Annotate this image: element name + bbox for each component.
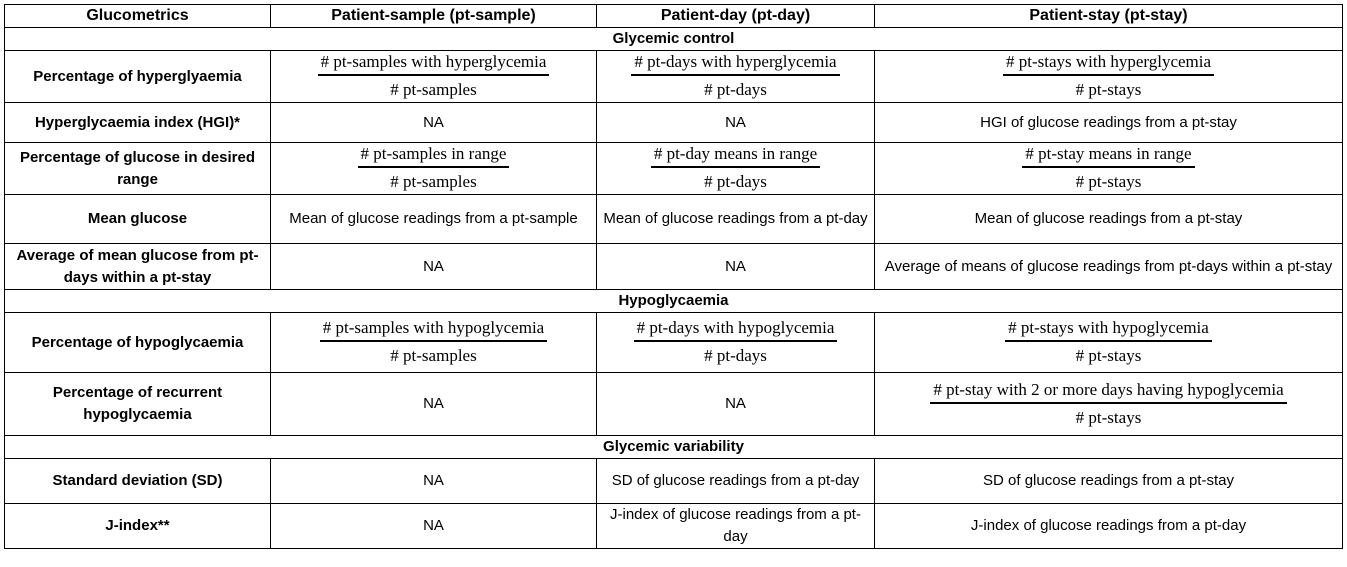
metric-label: Average of mean glucose from pt-days wit…	[4, 243, 271, 290]
cell-sample: NA	[270, 372, 597, 436]
denominator: # pt-samples	[390, 80, 477, 99]
cell-day: SD of glucose readings from a pt-day	[596, 458, 875, 504]
cell-stay: # pt-stay with 2 or more days having hyp…	[874, 372, 1343, 436]
metric-label: Percentage of hypoglycaemia	[4, 312, 271, 373]
cell-stay: # pt-stays with hypoglycemia # pt-stays	[874, 312, 1343, 373]
fraction: # pt-stay with 2 or more days having hyp…	[930, 379, 1287, 429]
header-patient-sample: Patient-sample (pt-sample)	[270, 4, 597, 28]
denominator: # pt-days	[704, 346, 767, 365]
cell-stay: SD of glucose readings from a pt-stay	[874, 458, 1343, 504]
header-glucometrics: Glucometrics	[4, 4, 271, 28]
numerator: # pt-samples with hypoglycemia	[319, 317, 548, 342]
fraction: # pt-samples with hypoglycemia # pt-sampl…	[319, 317, 548, 367]
table-row: Percentage of glucose in desired range #…	[4, 142, 1343, 195]
section-hypoglycaemia: Hypoglycaemia	[4, 289, 1343, 313]
section-row: Hypoglycaemia	[4, 289, 1343, 313]
fraction: # pt-samples in range # pt-samples	[357, 143, 510, 193]
cell-day: # pt-days with hypoglycemia # pt-days	[596, 312, 875, 373]
denominator: # pt-days	[704, 80, 767, 99]
denominator: # pt-stays	[1075, 346, 1142, 365]
numerator: # pt-samples with hyperglycemia	[317, 51, 550, 76]
cell-stay: HGI of glucose readings from a pt-stay	[874, 102, 1343, 143]
table-row: J-index** NA J-index of glucose readings…	[4, 503, 1343, 549]
cell-day: # pt-day means in range # pt-days	[596, 142, 875, 195]
denominator: # pt-stays	[1075, 80, 1142, 99]
section-glycemic-variability: Glycemic variability	[4, 435, 1343, 459]
metric-label: Standard deviation (SD)	[4, 458, 271, 504]
numerator: # pt-stays with hyperglycemia	[1002, 51, 1215, 76]
table-row: Standard deviation (SD) NA SD of glucose…	[4, 458, 1343, 504]
metric-label: Percentage of hyperglyaemia	[4, 50, 271, 103]
numerator: # pt-stay means in range	[1022, 143, 1195, 168]
cell-day: NA	[596, 243, 875, 290]
table-row: Hyperglycaemia index (HGI)* NA NA HGI of…	[4, 102, 1343, 143]
header-patient-stay: Patient-stay (pt-stay)	[874, 4, 1343, 28]
fraction: # pt-samples with hyperglycemia # pt-samp…	[317, 51, 550, 101]
cell-stay: Average of means of glucose readings fro…	[874, 243, 1343, 290]
denominator: # pt-stays	[1075, 172, 1142, 191]
table-row: Percentage of recurrent hypoglycaemia NA…	[4, 372, 1343, 436]
table-row: Percentage of hyperglyaemia # pt-samples…	[4, 50, 1343, 103]
section-row: Glycemic control	[4, 27, 1343, 51]
denominator: # pt-days	[704, 172, 767, 191]
fraction: # pt-stays with hypoglycemia # pt-stays	[1005, 317, 1212, 367]
section-glycemic-control: Glycemic control	[4, 27, 1343, 51]
cell-sample: NA	[270, 503, 597, 549]
fraction: # pt-stay means in range # pt-stays	[1022, 143, 1195, 193]
cell-day: NA	[596, 372, 875, 436]
table-row: Mean glucose Mean of glucose readings fr…	[4, 194, 1343, 244]
glucometrics-table: Glucometrics Patient-sample (pt-sample) …	[4, 4, 1343, 549]
cell-sample: # pt-samples with hyperglycemia # pt-samp…	[270, 50, 597, 103]
cell-stay: Mean of glucose readings from a pt-stay	[874, 194, 1343, 244]
cell-sample: NA	[270, 458, 597, 504]
header-patient-day: Patient-day (pt-day)	[596, 4, 875, 28]
numerator: # pt-days with hypoglycemia	[633, 317, 838, 342]
denominator: # pt-samples	[390, 172, 477, 191]
metric-label: Hyperglycaemia index (HGI)*	[4, 102, 271, 143]
cell-stay: # pt-stays with hyperglycemia # pt-stays	[874, 50, 1343, 103]
metric-label: J-index**	[4, 503, 271, 549]
cell-sample: # pt-samples in range # pt-samples	[270, 142, 597, 195]
cell-sample: NA	[270, 102, 597, 143]
metric-label: Percentage of glucose in desired range	[4, 142, 271, 195]
fraction: # pt-days with hypoglycemia # pt-days	[633, 317, 838, 367]
cell-day: NA	[596, 102, 875, 143]
numerator: # pt-days with hyperglycemia	[631, 51, 840, 76]
cell-sample: Mean of glucose readings from a pt-sampl…	[270, 194, 597, 244]
section-row: Glycemic variability	[4, 435, 1343, 459]
fraction: # pt-stays with hyperglycemia # pt-stays	[1002, 51, 1215, 101]
cell-day: Mean of glucose readings from a pt-day	[596, 194, 875, 244]
denominator: # pt-stays	[1075, 407, 1142, 427]
numerator: # pt-day means in range	[650, 143, 821, 168]
fraction: # pt-day means in range # pt-days	[650, 143, 821, 193]
cell-day: # pt-days with hyperglycemia # pt-days	[596, 50, 875, 103]
table-row: Percentage of hypoglycaemia # pt-samples…	[4, 312, 1343, 373]
numerator: # pt-stay with 2 or more days having hyp…	[930, 379, 1287, 404]
cell-stay: # pt-stay means in range # pt-stays	[874, 142, 1343, 195]
cell-stay: J-index of glucose readings from a pt-da…	[874, 503, 1343, 549]
denominator: # pt-samples	[390, 346, 477, 365]
cell-day: J-index of glucose readings from a pt-da…	[596, 503, 875, 549]
table-row: Average of mean glucose from pt-days wit…	[4, 243, 1343, 290]
cell-sample: # pt-samples with hypoglycemia # pt-sampl…	[270, 312, 597, 373]
cell-sample: NA	[270, 243, 597, 290]
metric-label: Percentage of recurrent hypoglycaemia	[4, 372, 271, 436]
header-row: Glucometrics Patient-sample (pt-sample) …	[4, 4, 1343, 28]
fraction: # pt-days with hyperglycemia # pt-days	[631, 51, 840, 101]
numerator: # pt-stays with hypoglycemia	[1005, 317, 1212, 342]
metric-label: Mean glucose	[4, 194, 271, 244]
numerator: # pt-samples in range	[357, 143, 510, 168]
